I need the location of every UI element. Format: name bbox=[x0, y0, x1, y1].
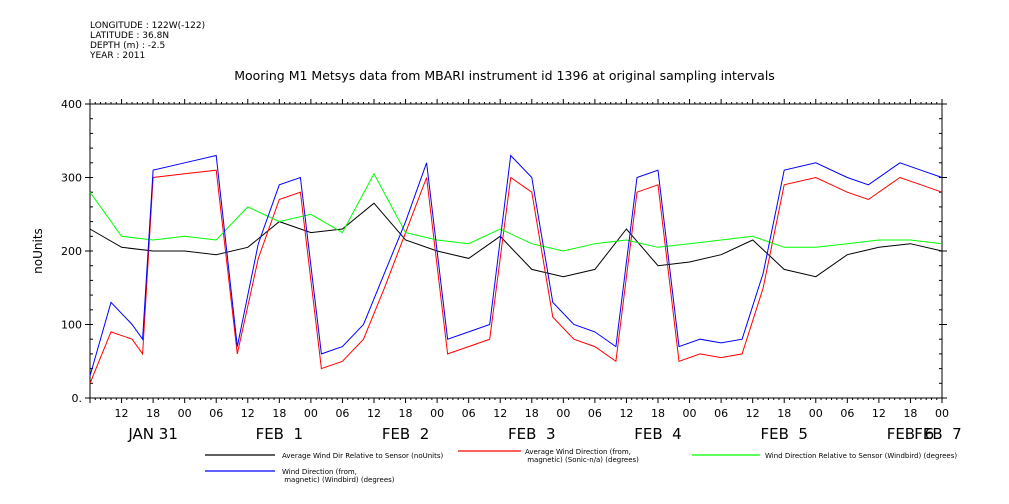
meta-latitude: LATITUDE : 36.8N bbox=[90, 31, 170, 41]
meta-depth: DEPTH (m) : -2.5 bbox=[90, 41, 166, 51]
y-tick-label: 200 bbox=[61, 245, 82, 258]
x-tick-label: 12 bbox=[241, 407, 255, 420]
x-tick-label: 00 bbox=[430, 407, 444, 420]
x-tick-label: 06 bbox=[588, 407, 602, 420]
x-tick-label: 06 bbox=[462, 407, 476, 420]
x-tick-label: 06 bbox=[840, 407, 854, 420]
x-tick-label: 12 bbox=[367, 407, 381, 420]
x-tick-label: 12 bbox=[115, 407, 129, 420]
y-tick-label: 0. bbox=[72, 392, 83, 405]
y-tick-label: 400 bbox=[61, 98, 82, 111]
legend-label-green: Wind Direction Relative to Sensor (Windb… bbox=[765, 452, 958, 460]
x-tick-label: 00 bbox=[935, 407, 949, 420]
legend-label-blue: Wind Direction (from, magnetic) (Windbir… bbox=[282, 468, 395, 484]
x-tick-label: 00 bbox=[178, 407, 192, 420]
meta-year: YEAR : 2011 bbox=[90, 51, 146, 61]
x-tick-label: 18 bbox=[525, 407, 539, 420]
x-date-label: JAN 31 bbox=[127, 425, 178, 443]
plot-frame bbox=[89, 103, 943, 399]
x-tick-label: 18 bbox=[146, 407, 160, 420]
legend-label-red: Average Wind Direction (from, magnetic) … bbox=[525, 448, 639, 464]
series-line-3 bbox=[89, 154, 943, 377]
x-date-label: FEB 4 bbox=[634, 425, 681, 443]
x-date-label: FEB 5 bbox=[760, 425, 807, 443]
legend-label-black: Average Wind Dir Relative to Sensor (noU… bbox=[282, 452, 444, 460]
x-date-label: FEB 7 bbox=[914, 425, 961, 443]
metadata-block: LONGITUDE : 122W(-122) LATITUDE : 36.8N … bbox=[90, 21, 205, 61]
x-tick-label: 00 bbox=[683, 407, 697, 420]
y-axis-label: noUnits bbox=[31, 228, 45, 274]
x-tick-label: 06 bbox=[335, 407, 349, 420]
series-line-1 bbox=[89, 169, 943, 384]
x-tick-label: 18 bbox=[903, 407, 917, 420]
x-tick-label: 18 bbox=[399, 407, 413, 420]
y-tick-label: 100 bbox=[61, 319, 82, 332]
x-tick-label: 18 bbox=[651, 407, 665, 420]
x-tick-label: 00 bbox=[556, 407, 570, 420]
x-date-label: FEB 1 bbox=[256, 425, 303, 443]
y-tick-label: 300 bbox=[61, 172, 82, 185]
chart-title: Mooring M1 Metsys data from MBARI instru… bbox=[234, 68, 775, 83]
series-line-2 bbox=[89, 172, 943, 252]
x-tick-label: 12 bbox=[746, 407, 760, 420]
series-line-0 bbox=[89, 202, 943, 278]
x-date-label: FEB 2 bbox=[382, 425, 429, 443]
x-tick-label: 18 bbox=[272, 407, 286, 420]
x-date-label: FEB 6 bbox=[887, 425, 934, 443]
x-tick-label: 00 bbox=[809, 407, 823, 420]
x-tick-label: 12 bbox=[619, 407, 633, 420]
x-tick-label: 06 bbox=[714, 407, 728, 420]
x-tick-label: 06 bbox=[209, 407, 223, 420]
x-tick-label: 18 bbox=[777, 407, 791, 420]
x-tick-label: 12 bbox=[872, 407, 886, 420]
x-date-label: FEB 3 bbox=[508, 425, 555, 443]
meta-longitude: LONGITUDE : 122W(-122) bbox=[90, 21, 206, 31]
x-tick-label: 00 bbox=[304, 407, 318, 420]
x-tick-label: 12 bbox=[493, 407, 507, 420]
